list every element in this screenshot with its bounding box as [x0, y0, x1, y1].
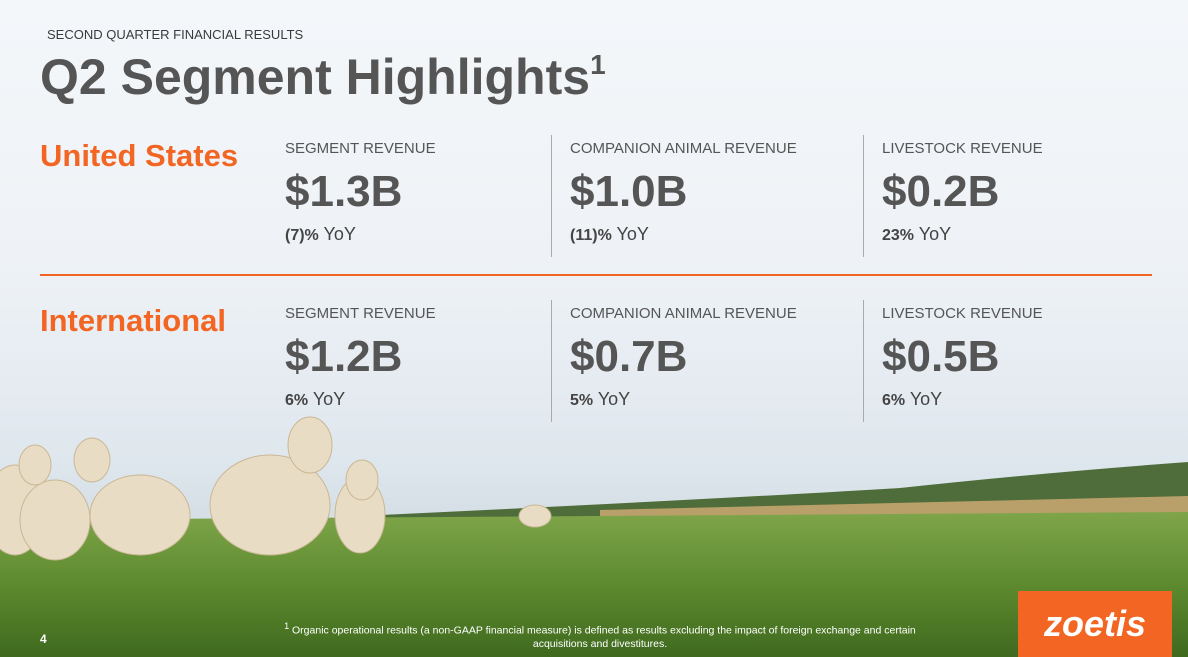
footnote: 1 Organic operational results (a non-GAA…: [260, 620, 940, 651]
yoy-change: (11)%: [570, 227, 612, 244]
yoy-label: YoY: [323, 224, 356, 244]
column-divider: [551, 135, 552, 257]
kicker: SECOND QUARTER FINANCIAL RESULTS: [47, 27, 304, 42]
metric-label: LIVESTOCK REVENUE: [882, 305, 1043, 322]
yoy-change: 5%: [570, 392, 594, 409]
metric-label: LIVESTOCK REVENUE: [882, 140, 1043, 157]
title-text: Q2 Segment Highlights: [40, 49, 591, 105]
metric-value: $0.7B: [570, 332, 688, 381]
column-divider: [551, 300, 552, 422]
metric-label: SEGMENT REVENUE: [285, 305, 436, 322]
column-divider: [863, 300, 864, 422]
yoy-label: YoY: [918, 224, 952, 244]
title-footnote-marker: 1: [590, 49, 606, 80]
metric-label: SEGMENT REVENUE: [285, 140, 436, 157]
yoy-change: (7)%: [285, 227, 319, 244]
metric-value: $1.2B: [285, 332, 403, 381]
slide-title: Q2 Segment Highlights1: [40, 48, 606, 106]
segment-name: United States: [40, 138, 239, 173]
metric-yoy: (11)% YoY: [570, 224, 649, 245]
column-divider: [863, 135, 864, 257]
segment-name: International: [40, 303, 227, 338]
yoy-label: YoY: [597, 389, 631, 409]
yoy-change: 6%: [285, 392, 309, 409]
logo: zoetis: [1018, 591, 1172, 657]
metric-yoy: 6% YoY: [882, 389, 942, 410]
metric-value: $0.5B: [882, 332, 1000, 381]
section-divider: [40, 274, 1152, 276]
metric-value: $1.0B: [570, 167, 688, 216]
metric-yoy: (7)% YoY: [285, 224, 356, 245]
metric-label: COMPANION ANIMAL REVENUE: [570, 305, 797, 322]
footnote-text: Organic operational results (a non-GAAP …: [292, 624, 916, 650]
yoy-change: 6%: [882, 392, 906, 409]
footnote-marker: 1: [284, 621, 290, 631]
metric-yoy: 5% YoY: [570, 389, 630, 410]
yoy-change: 23%: [882, 227, 915, 244]
yoy-label: YoY: [312, 389, 346, 409]
metric-value: $1.3B: [285, 167, 403, 216]
yoy-label: YoY: [909, 389, 943, 409]
page-number: 4: [40, 632, 47, 646]
metric-value: $0.2B: [882, 167, 1000, 216]
metric-yoy: 6% YoY: [285, 389, 345, 410]
metric-label: COMPANION ANIMAL REVENUE: [570, 140, 797, 157]
metric-yoy: 23% YoY: [882, 224, 951, 245]
yoy-label: YoY: [616, 224, 649, 244]
